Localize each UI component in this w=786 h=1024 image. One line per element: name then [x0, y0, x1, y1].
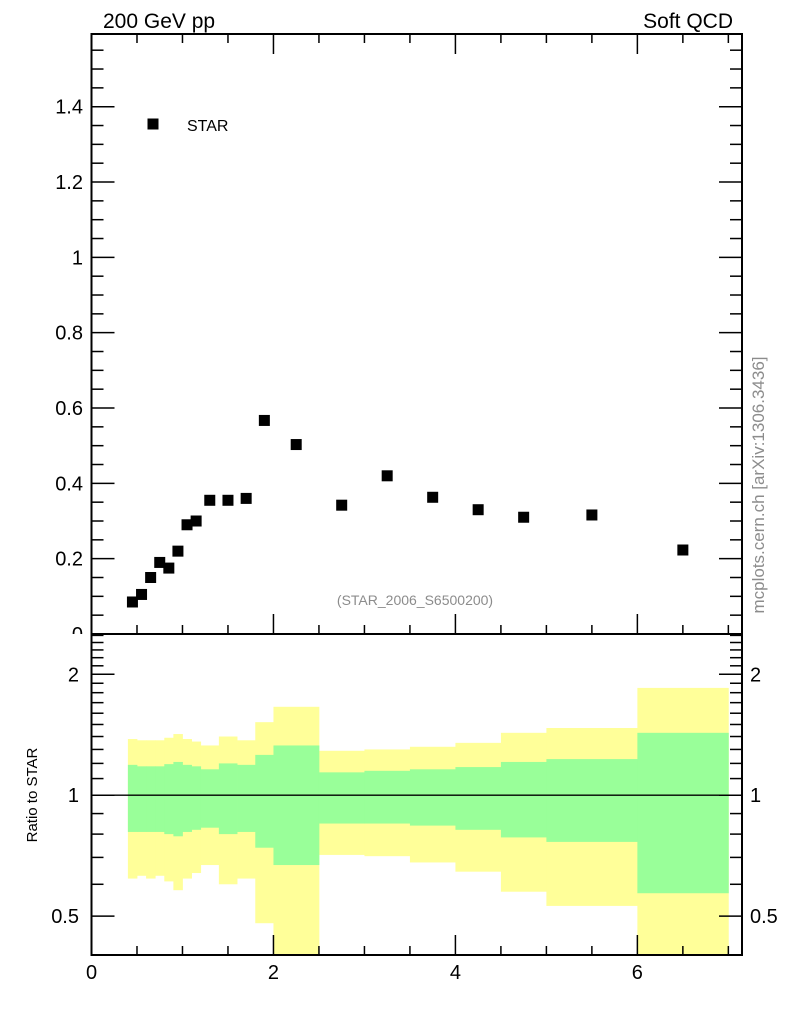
tick-labels: 0 2 4 6 0 0.2 0.4 0.6 0.8 1 1.2 1.4 0.5 0.5 1 1 2 2 [51, 97, 778, 984]
stat-uncertainty-band-bin [237, 764, 256, 832]
data-point-star [204, 494, 216, 506]
stat-uncertainty-band-bin [127, 764, 138, 832]
ratio-bands [91, 687, 742, 955]
x-tick-label: 0 [86, 962, 97, 984]
x-tick-label: 2 [268, 962, 279, 984]
y-tick-label: 1.2 [55, 172, 83, 194]
data-point-star [181, 519, 193, 531]
data-point-star [427, 491, 439, 503]
data-point-star [154, 556, 166, 568]
y-tick-label: 0 [72, 624, 83, 646]
stat-uncertainty-band-bin [155, 766, 165, 832]
ratio-y-tick-label-left: 2 [68, 664, 79, 686]
legend: STAR [147, 118, 228, 135]
data-point-star [518, 511, 530, 523]
stat-uncertainty-band-bin [364, 770, 411, 824]
y-tick-label: 0.4 [55, 473, 83, 495]
title-right: Soft QCD [643, 10, 733, 33]
data-point-star [586, 509, 598, 521]
stat-uncertainty-band-bin [164, 764, 174, 835]
data-point-star [336, 499, 348, 511]
title-left: 200 GeV pp [103, 10, 215, 33]
ratio-y-tick-label-right: 1 [750, 785, 761, 807]
y-tick-label: 0.6 [55, 398, 83, 420]
data-points [126, 414, 689, 608]
data-point-star [258, 414, 270, 426]
stat-uncertainty-band-bin [182, 764, 192, 832]
stat-uncertainty-band-bin [409, 769, 456, 826]
ratio-y-tick-label-left: 1 [68, 785, 79, 807]
stat-uncertainty-band-bin [500, 761, 547, 838]
stat-uncertainty-band-bin [146, 766, 156, 832]
stat-uncertainty-band-bin [546, 759, 638, 842]
data-point-star [290, 439, 302, 451]
ratio-y-tick-label-right: 0.5 [750, 906, 778, 928]
y-tick-label: 1.4 [55, 97, 83, 119]
data-point-star [163, 562, 175, 574]
data-point-star [172, 545, 184, 557]
ratio-frame [90, 633, 743, 956]
ratio-y-tick-label-left: 0.5 [51, 906, 79, 928]
data-point-star [136, 588, 148, 600]
analysis-watermark: (STAR_2006_S6500200) [337, 592, 493, 608]
stat-uncertainty-band-bin [173, 761, 183, 837]
side-label: mcplots.cern.ch [arXiv:1306.3436] [749, 356, 768, 613]
data-point-star [145, 572, 157, 584]
stat-uncertainty-band-bin [191, 766, 202, 830]
data-point-star [190, 515, 202, 527]
x-tick-label: 6 [632, 962, 643, 984]
stat-uncertainty-band-bin [136, 766, 147, 832]
data-point-star [126, 596, 138, 608]
legend-marker-star [147, 118, 159, 130]
ratio-ylabel: Ratio to STAR [24, 747, 41, 842]
y-tick-label: 0.2 [55, 549, 83, 571]
data-point-star [381, 470, 393, 482]
data-point-star [222, 494, 234, 506]
x-tick-label: 4 [450, 962, 461, 984]
stat-uncertainty-band-bin [318, 772, 365, 824]
y-tick-label: 0.8 [55, 323, 83, 345]
ratio-y-tick-label-right: 2 [750, 664, 761, 686]
stat-uncertainty-band-bin [255, 754, 274, 848]
data-point-star [240, 492, 252, 504]
axis-ticks [90, 34, 742, 956]
data-point-star [472, 504, 484, 516]
stat-uncertainty-band-bin [455, 767, 502, 830]
stat-uncertainty-band-bin [200, 769, 220, 828]
stat-uncertainty-band-bin [218, 763, 238, 835]
stat-uncertainty-band-bin [273, 745, 320, 866]
data-point-star [677, 544, 689, 556]
legend-label-star: STAR [187, 118, 228, 135]
y-tick-label: 1 [72, 247, 83, 269]
stat-uncertainty-band-bin [637, 732, 729, 894]
